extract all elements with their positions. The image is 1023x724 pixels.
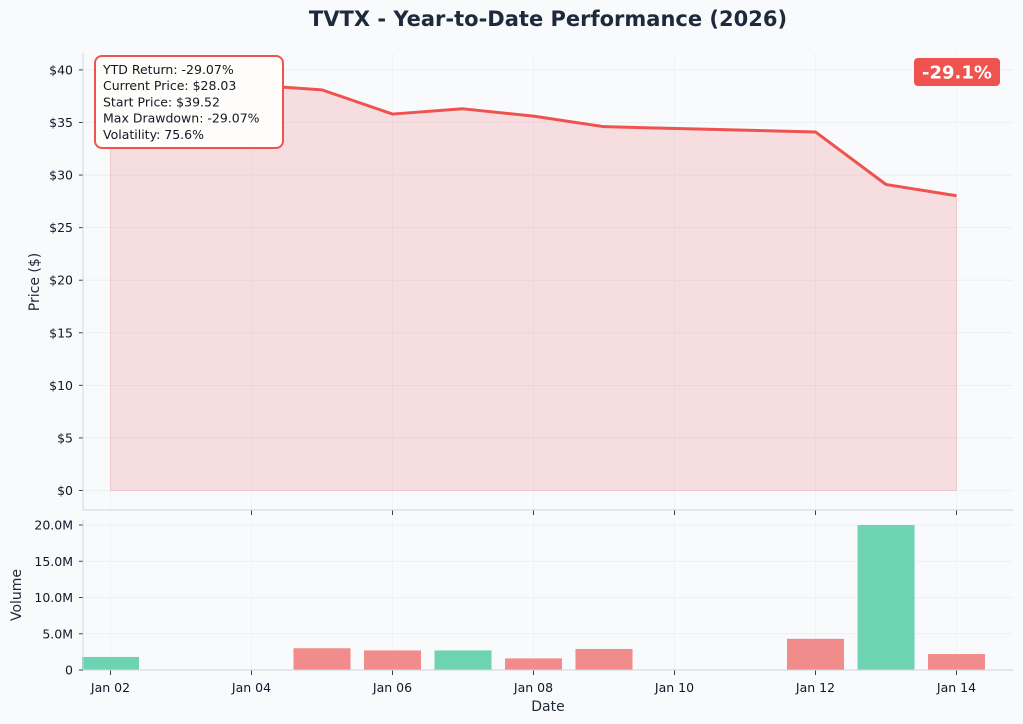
volume-x-tick-label: Jan 10 bbox=[654, 680, 694, 695]
return-badge: -29.1% bbox=[914, 58, 1000, 86]
volume-bar bbox=[434, 650, 492, 670]
stats-box-frame bbox=[94, 55, 284, 149]
price-y-tick-label: $35 bbox=[49, 115, 73, 130]
price-y-tick-label: $25 bbox=[49, 220, 73, 235]
volume-bar bbox=[505, 658, 562, 670]
return-badge-background bbox=[914, 58, 1000, 86]
volume-x-tick-label: Jan 04 bbox=[231, 680, 271, 695]
stats-max-drawdown: Max Drawdown: -29.07% bbox=[103, 111, 260, 126]
stats-ytd-return: YTD Return: -29.07% bbox=[102, 62, 234, 77]
price-y-tick-label: $10 bbox=[49, 378, 73, 393]
volume-y-tick-label: 10.0M bbox=[34, 590, 73, 605]
stats-current-price: Current Price: $28.03 bbox=[103, 78, 236, 93]
stats-volatility: Volatility: 75.6% bbox=[103, 127, 204, 142]
price-y-axis-label: Price ($) bbox=[27, 253, 43, 311]
volume-x-ticks: Jan 02 Jan 04 Jan 06 Jan 08 Jan 10 Jan 12 Jan … bbox=[90, 670, 976, 695]
volume-bar bbox=[364, 650, 421, 670]
volume-bar bbox=[787, 638, 844, 670]
volume-y-tick-label: 5.0M bbox=[42, 626, 73, 641]
return-badge-label: -29.1% bbox=[922, 63, 992, 84]
volume-bars bbox=[82, 525, 985, 670]
price-x-ticks bbox=[251, 510, 957, 515]
stats-start-price: Start Price: $39.52 bbox=[103, 94, 220, 109]
price-y-tick-label: $30 bbox=[49, 168, 73, 183]
volume-bar bbox=[293, 648, 351, 670]
volume-x-tick-label: Jan 06 bbox=[372, 680, 412, 695]
price-panel: $0 $5 $10 $15 $20 $25 $30 $35 $40 Price ($) YTD … bbox=[27, 53, 1013, 515]
volume-x-axis-label: Date bbox=[531, 699, 564, 715]
price-y-tick-label: $15 bbox=[49, 325, 73, 340]
volume-y-tick-label: 15.0M bbox=[34, 554, 73, 569]
volume-bar bbox=[857, 525, 915, 670]
price-y-tick-label: $40 bbox=[49, 62, 73, 77]
price-series-line bbox=[110, 73, 957, 198]
volume-y-axis-label: Volume bbox=[9, 569, 25, 621]
volume-bar bbox=[575, 648, 633, 670]
price-y-tick-label: $20 bbox=[49, 273, 73, 288]
price-y-ticks: $0 $5 $10 $15 $20 $25 $30 $35 $40 bbox=[49, 62, 83, 498]
volume-x-tick-label: Jan 12 bbox=[795, 680, 835, 695]
chart-title: TVTX - Year-to-Date Performance (2026) bbox=[309, 7, 787, 31]
price-y-tick-label: $0 bbox=[57, 483, 73, 498]
volume-bar bbox=[82, 656, 139, 670]
volume-x-tick-label: Jan 14 bbox=[936, 680, 976, 695]
volume-bar bbox=[928, 654, 985, 670]
price-y-tick-label: $5 bbox=[57, 430, 73, 445]
volume-y-tick-label: 0 bbox=[65, 663, 73, 678]
stats-box: YTD Return: -29.07% Current Price: $28.0… bbox=[94, 55, 284, 149]
volume-x-tick-label: Jan 02 bbox=[90, 680, 130, 695]
volume-x-tick-label: Jan 08 bbox=[513, 680, 553, 695]
volume-y-ticks: 0 5.0M 10.0M 15.0M 20.0M bbox=[34, 518, 83, 678]
volume-y-tick-label: 20.0M bbox=[34, 518, 73, 533]
